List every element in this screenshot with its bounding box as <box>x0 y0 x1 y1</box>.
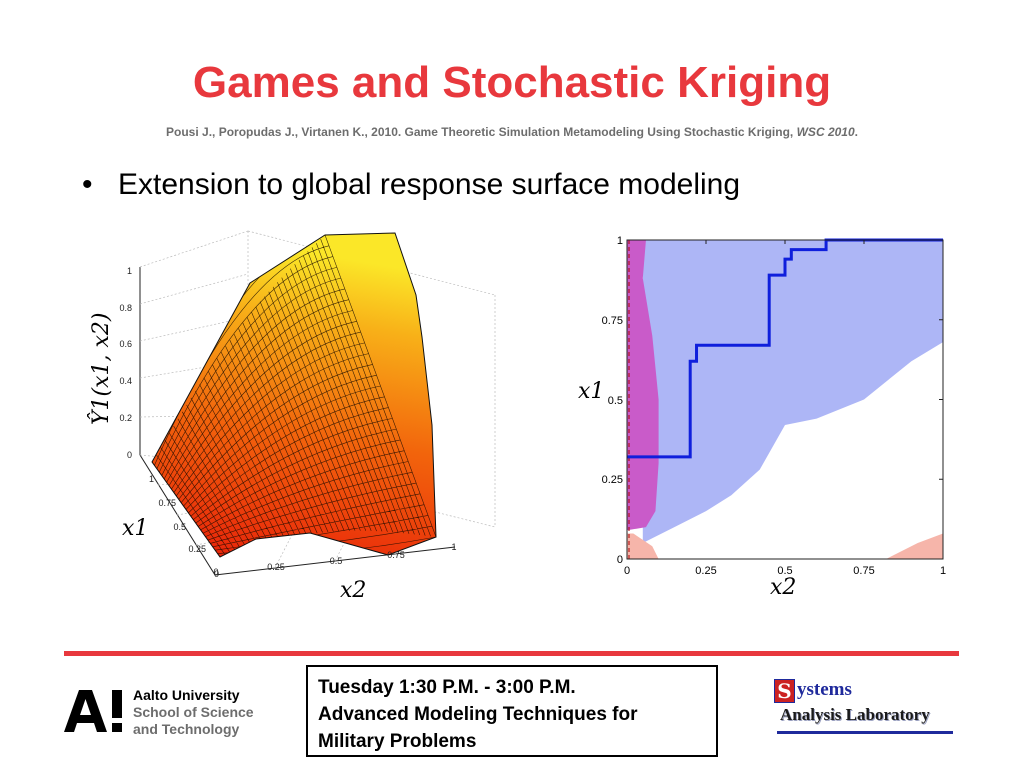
x1-tick: 0.75 <box>158 498 176 508</box>
x-tick: 1 <box>940 565 946 577</box>
aalto-line: School of Science <box>133 704 254 720</box>
sal-underline <box>777 731 953 734</box>
region-pink <box>627 533 943 559</box>
sal-word: ystems <box>797 679 852 700</box>
x1-tick: 0.25 <box>188 544 206 554</box>
surface-plot: 0 0.2 0.4 0.6 0.8 1 0 0.25 0.5 0.75 1 0 … <box>87 230 496 603</box>
session-line: Tuesday 1:30 P.M. - 3:00 P.M. <box>318 677 576 698</box>
x2-tick: 1 <box>451 542 456 552</box>
aalto-wordmark: Aalto University School of Science and T… <box>133 687 254 738</box>
bullet-symbol: • <box>82 168 93 201</box>
session-line: Military Problems <box>318 731 477 752</box>
x1-tick: 1 <box>149 474 154 484</box>
x2-tick: 0.25 <box>267 562 285 572</box>
z-tick: 0 <box>127 450 132 460</box>
y-tick: 0 <box>617 554 623 566</box>
z-tick: 0.8 <box>119 303 132 313</box>
x2-tick: 0.75 <box>387 550 405 560</box>
y-tick: 0.25 <box>602 474 623 486</box>
y-tick: 1 <box>617 235 623 247</box>
x-tick: 0 <box>624 565 630 577</box>
x-tick: 0.75 <box>853 565 874 577</box>
y-axis-label: x1 <box>578 379 604 404</box>
z-tick: 0.4 <box>119 376 132 386</box>
bullet-text: Extension to global response surface mod… <box>118 168 741 201</box>
x-axis-label: x2 <box>770 575 796 600</box>
reference-text: Pousi J., Poropudas J., Virtanen K., 201… <box>166 125 797 139</box>
reference-end: . <box>854 125 858 139</box>
z-tick: 0.6 <box>119 339 132 349</box>
x2-tick: 0.5 <box>330 556 343 566</box>
sal-lab: Analysis Laboratory <box>780 705 930 724</box>
y-tick: 0.5 <box>608 395 623 407</box>
aalto-line: and Technology <box>133 721 240 737</box>
z-axis-label: Ŷ1(x1, x2) <box>87 313 114 425</box>
aalto-logo <box>64 690 122 732</box>
decision-boundary-line <box>627 238 943 459</box>
aalto-line: Aalto University <box>133 687 240 703</box>
session-line: Advanced Modeling Techniques for <box>318 704 638 725</box>
x2-axis-label: x2 <box>340 578 366 603</box>
session-info-box: Tuesday 1:30 P.M. - 3:00 P.M. Advanced M… <box>306 665 718 757</box>
sal-initial: S <box>774 679 795 703</box>
x2-tick: 0 <box>213 567 218 577</box>
bullet-item: • Extension to global response surface mo… <box>82 168 740 202</box>
slide-title: Games and Stochastic Kriging <box>192 58 832 107</box>
footer-divider <box>64 651 959 656</box>
region-blue <box>642 240 943 544</box>
x1-axis-label: x1 <box>122 516 148 541</box>
y-tick: 0.75 <box>602 315 623 327</box>
x1-tick: 0 <box>214 569 219 579</box>
x-tick: 0.5 <box>777 565 792 577</box>
z-tick: 1 <box>127 266 132 276</box>
region-plot: 0 0.25 0.5 0.75 1 0 0.25 0.5 0.75 1 x1 x… <box>578 235 946 600</box>
x1-tick: 0.5 <box>173 522 186 532</box>
reference-citation: Pousi J., Poropudas J., Virtanen K., 201… <box>0 125 1024 139</box>
x-tick: 0.25 <box>695 565 716 577</box>
systems-analysis-lab-logo: S ystems Analysis Laboratory <box>774 677 960 737</box>
z-tick: 0.2 <box>119 413 132 423</box>
reference-venue: WSC 2010 <box>796 125 855 139</box>
